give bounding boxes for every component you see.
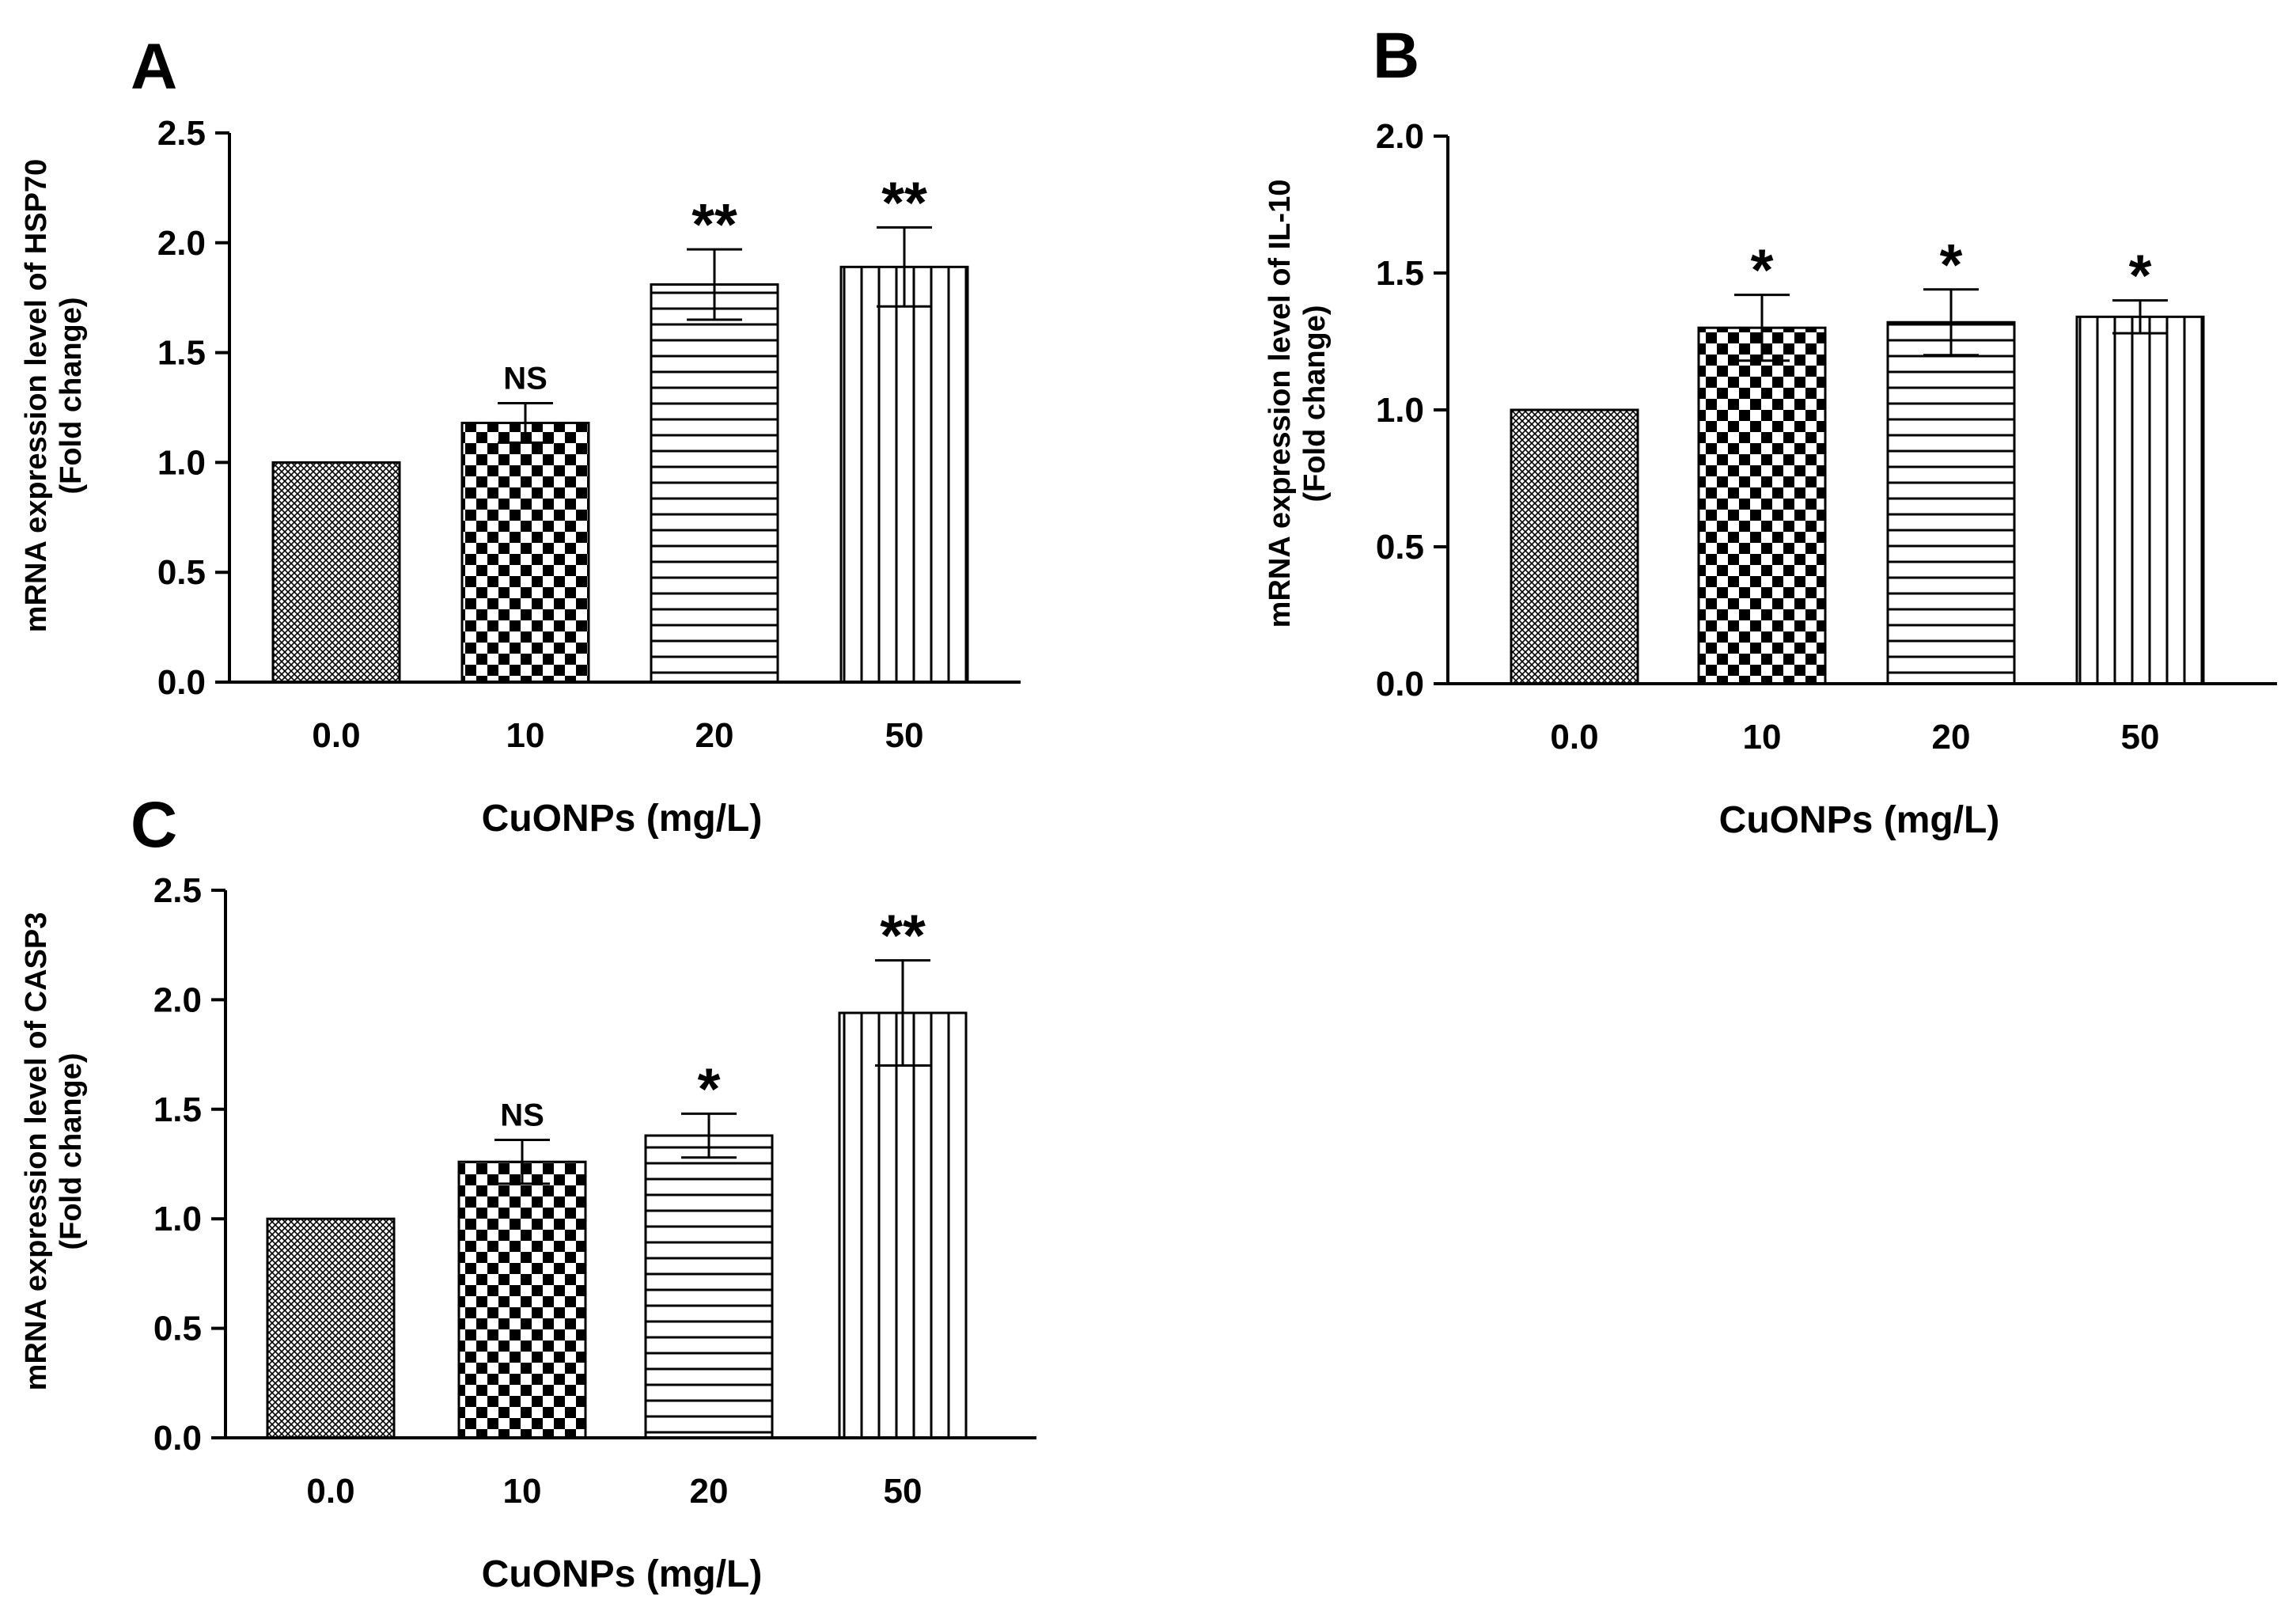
y-axis-label-b: mRNA expression level of IL-10 [1264,180,1297,628]
bar-c-3 [838,1011,968,1439]
significance-label-a-3: ** [881,169,927,235]
bar-b-0 [1510,408,1639,685]
y-axis-label-b-unit: (Fold change) [1298,305,1332,502]
y-tick-label-a: 1.0 [157,443,206,482]
bar-b-1 [1697,326,1827,685]
significance-label-a-1: NS [503,361,547,396]
bar-a-0 [271,461,401,684]
bar-a-1 [460,421,590,684]
bar-b-2 [1886,320,2016,685]
x-tick-label-a-2: 20 [695,716,734,755]
error-bar-c-1 [494,1139,550,1185]
significance-label-b-1: * [1751,237,1774,303]
significance-label-b-3: * [2129,243,2152,309]
y-tick-label-b: 1.5 [1376,254,1424,293]
y-tick-label-b: 0.0 [1376,665,1424,703]
y-tick-label-b: 2.0 [1376,117,1424,156]
x-tick-label-c-2: 20 [690,1472,729,1511]
significance-label-b-2: * [1940,232,1963,298]
y-tick-label-a: 2.5 [157,114,206,153]
error-bar-b-1 [1734,294,1790,362]
x-axis-title-a: CuONPs (mg/L) [482,798,763,840]
bar-a-2 [650,283,779,684]
bar-c-1 [457,1160,587,1439]
x-tick-label-b-1: 10 [1743,718,1782,757]
error-bar-a-3 [877,226,932,308]
x-axis-title-c: CuONPs (mg/L) [482,1553,763,1595]
y-tick-label-a: 0.5 [157,553,206,592]
y-axis-label-a: mRNA expression level of HSP70 [20,159,53,632]
panel-c: C mRNA expression level of CASP3 (Fold c… [20,789,1036,1595]
panel-b: B mRNA expression level of IL-10 (Fold c… [1264,20,2277,841]
x-tick-label-c-3: 50 [884,1472,923,1511]
panel-letter-a: A [131,31,177,103]
x-tick-label-a-3: 50 [885,716,924,755]
y-tick-label-b: 1.0 [1376,391,1424,430]
y-tick-label-c: 0.0 [153,1419,202,1458]
y-axis-label-a-unit: (Fold change) [55,297,88,494]
x-tick-label-b-0: 0.0 [1550,718,1598,757]
y-axis-label-c-unit: (Fold change) [55,1052,88,1249]
error-bar-c-2 [681,1112,737,1159]
significance-label-c-1: NS [500,1098,544,1133]
y-tick-label-b: 0.5 [1376,528,1424,567]
bar-b-3 [2075,315,2205,685]
y-axis-label-c: mRNA expression level of CASP3 [20,912,53,1391]
x-axis-title-b: CuONPs (mg/L) [1719,799,2000,841]
x-tick-label-c-0: 0.0 [306,1472,354,1511]
y-tick-label-a: 1.5 [157,334,206,373]
x-tick-label-a-1: 10 [506,716,545,755]
significance-label-a-2: ** [691,191,737,257]
error-bar-a-2 [687,248,742,321]
y-tick-label-a: 2.0 [157,224,206,263]
y-tick-label-c: 2.0 [153,980,202,1019]
error-bar-b-2 [1923,288,1979,357]
y-tick-label-c: 1.0 [153,1200,202,1238]
x-tick-label-a-0: 0.0 [312,716,360,755]
y-tick-label-c: 1.5 [153,1090,202,1129]
x-tick-label-c-1: 10 [503,1472,542,1511]
panel-letter-b: B [1373,20,1419,92]
x-tick-label-b-2: 20 [1932,718,1971,757]
y-tick-label-c: 2.5 [153,871,202,910]
panel-letter-c: C [131,789,177,861]
significance-label-c-2: * [698,1056,721,1121]
y-tick-label-a: 0.0 [157,663,206,702]
error-bar-a-1 [498,401,553,444]
error-bar-c-3 [875,959,930,1067]
panel-a: A mRNA expression level of HSP70 (Fold c… [20,31,1021,840]
bar-a-3 [839,265,969,684]
x-tick-label-b-3: 50 [2121,718,2160,757]
significance-label-c-3: ** [880,903,926,969]
bar-c-2 [644,1134,774,1439]
y-tick-label-c: 0.5 [153,1310,202,1348]
error-bar-b-3 [2112,299,2168,335]
bar-c-0 [266,1217,396,1439]
